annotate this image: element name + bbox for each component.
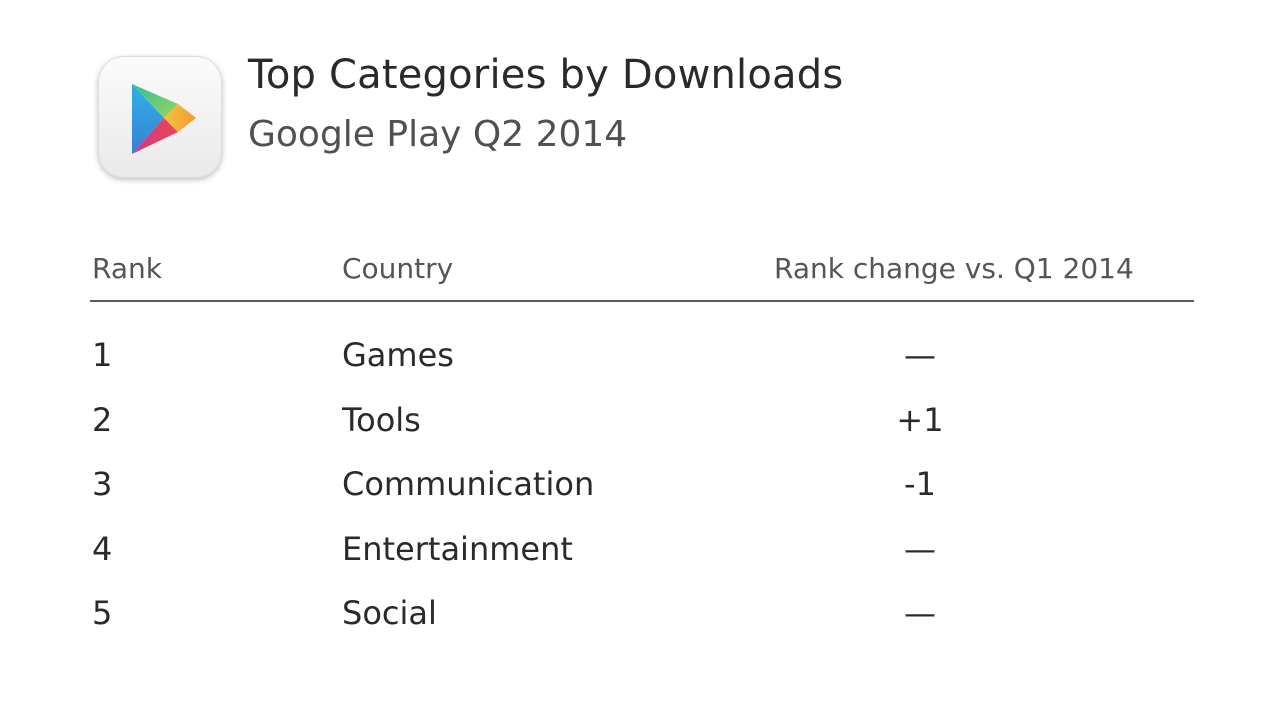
column-header-category: Country xyxy=(342,252,454,285)
header-divider xyxy=(90,300,1194,302)
table-row: 3 Communication -1 xyxy=(0,465,1280,525)
rank-cell: 2 xyxy=(92,401,113,439)
category-cell: Social xyxy=(342,594,437,632)
rank-cell: 5 xyxy=(92,594,113,632)
page-subtitle: Google Play Q2 2014 xyxy=(248,114,628,155)
column-header-rank-change: Rank change vs. Q1 2014 xyxy=(774,252,1134,285)
google-play-icon xyxy=(98,56,222,178)
rank-cell: 3 xyxy=(92,465,113,503)
rank-change-cell: — xyxy=(904,594,936,632)
play-triangle-icon xyxy=(132,84,196,154)
rank-cell: 1 xyxy=(92,336,113,374)
rank-change-cell: -1 xyxy=(904,465,936,503)
column-header-rank: Rank xyxy=(92,252,162,285)
category-cell: Entertainment xyxy=(342,530,573,568)
table-row: 2 Tools +1 xyxy=(0,401,1280,461)
rank-cell: 4 xyxy=(92,530,113,568)
rank-change-cell: — xyxy=(904,336,936,374)
category-cell: Communication xyxy=(342,465,595,503)
rank-change-cell: +1 xyxy=(896,401,944,439)
table-row: 4 Entertainment — xyxy=(0,530,1280,590)
table-row: 5 Social — xyxy=(0,594,1280,654)
category-cell: Games xyxy=(342,336,454,374)
category-cell: Tools xyxy=(342,401,421,439)
table-row: 1 Games — xyxy=(0,336,1280,396)
page-title: Top Categories by Downloads xyxy=(248,52,844,98)
rank-change-cell: — xyxy=(904,530,936,568)
